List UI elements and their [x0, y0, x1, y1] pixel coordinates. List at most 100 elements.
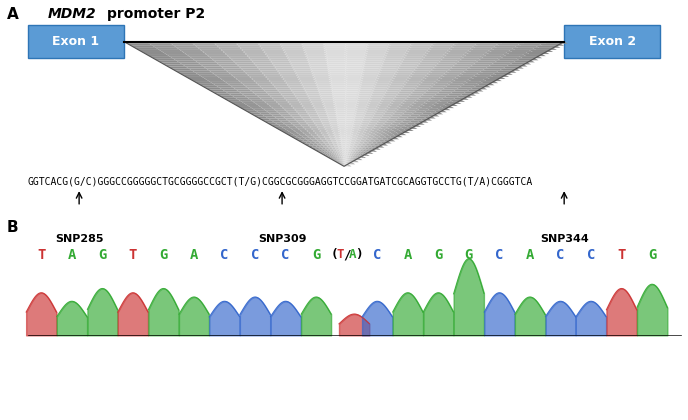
Polygon shape — [458, 85, 477, 87]
Polygon shape — [278, 42, 303, 44]
Polygon shape — [332, 131, 341, 133]
Polygon shape — [408, 106, 422, 108]
Polygon shape — [315, 139, 324, 142]
Polygon shape — [332, 96, 347, 98]
Polygon shape — [313, 123, 325, 125]
Text: T: T — [336, 248, 344, 261]
Polygon shape — [385, 52, 408, 54]
Polygon shape — [367, 150, 374, 152]
Text: C: C — [251, 248, 259, 262]
Polygon shape — [344, 106, 358, 108]
Polygon shape — [301, 85, 319, 87]
Polygon shape — [348, 162, 353, 164]
Polygon shape — [347, 162, 352, 164]
Polygon shape — [467, 79, 486, 81]
Polygon shape — [241, 68, 261, 71]
Text: A: A — [404, 248, 412, 262]
Polygon shape — [420, 112, 433, 114]
Polygon shape — [356, 150, 363, 152]
Polygon shape — [302, 48, 327, 50]
Polygon shape — [365, 106, 380, 108]
Polygon shape — [352, 121, 364, 123]
Polygon shape — [377, 129, 387, 131]
Polygon shape — [344, 79, 363, 81]
Polygon shape — [290, 89, 307, 92]
Polygon shape — [423, 77, 442, 79]
Polygon shape — [363, 131, 373, 133]
Polygon shape — [344, 60, 367, 62]
Polygon shape — [310, 102, 325, 104]
Polygon shape — [228, 73, 248, 75]
Polygon shape — [341, 162, 345, 164]
Polygon shape — [480, 81, 498, 83]
Polygon shape — [343, 162, 347, 164]
Polygon shape — [285, 110, 298, 112]
Polygon shape — [344, 114, 357, 116]
Polygon shape — [374, 81, 393, 83]
Polygon shape — [358, 156, 364, 158]
Polygon shape — [367, 102, 382, 104]
Polygon shape — [421, 104, 436, 106]
Polygon shape — [332, 144, 340, 145]
Polygon shape — [366, 42, 391, 44]
Polygon shape — [348, 142, 356, 144]
Polygon shape — [250, 60, 273, 62]
Polygon shape — [318, 116, 330, 118]
Polygon shape — [282, 116, 295, 118]
Polygon shape — [352, 125, 363, 127]
Polygon shape — [282, 108, 297, 110]
Polygon shape — [325, 131, 335, 133]
Polygon shape — [469, 87, 487, 89]
Polygon shape — [384, 142, 391, 144]
Polygon shape — [380, 64, 402, 66]
Text: C: C — [557, 248, 565, 262]
Polygon shape — [314, 110, 328, 112]
Polygon shape — [303, 144, 312, 145]
Polygon shape — [400, 60, 422, 62]
Polygon shape — [322, 135, 331, 137]
Polygon shape — [454, 62, 476, 64]
Polygon shape — [289, 62, 311, 64]
Polygon shape — [414, 100, 430, 102]
Polygon shape — [309, 100, 324, 102]
Polygon shape — [407, 48, 431, 50]
Polygon shape — [495, 44, 521, 46]
Polygon shape — [368, 139, 376, 142]
Polygon shape — [353, 154, 358, 156]
Polygon shape — [408, 114, 421, 116]
Polygon shape — [189, 56, 211, 58]
Polygon shape — [332, 100, 347, 102]
Polygon shape — [344, 123, 356, 125]
Polygon shape — [379, 100, 395, 102]
Polygon shape — [416, 108, 430, 110]
Polygon shape — [292, 94, 309, 96]
Polygon shape — [357, 94, 374, 96]
Polygon shape — [343, 162, 347, 164]
Polygon shape — [335, 156, 341, 158]
Polygon shape — [138, 50, 163, 52]
Polygon shape — [288, 60, 310, 62]
Polygon shape — [243, 71, 264, 73]
Polygon shape — [305, 94, 322, 96]
Polygon shape — [201, 85, 219, 87]
Polygon shape — [215, 62, 237, 64]
Polygon shape — [438, 100, 453, 102]
Polygon shape — [372, 127, 383, 129]
Polygon shape — [330, 89, 347, 92]
Polygon shape — [311, 129, 321, 131]
Polygon shape — [387, 139, 396, 142]
Polygon shape — [328, 75, 347, 77]
Polygon shape — [208, 89, 226, 92]
Polygon shape — [325, 56, 347, 58]
Polygon shape — [355, 145, 363, 147]
Polygon shape — [414, 66, 436, 68]
Polygon shape — [233, 77, 253, 79]
Polygon shape — [289, 135, 298, 137]
Polygon shape — [407, 77, 427, 79]
Polygon shape — [265, 92, 281, 94]
Polygon shape — [542, 42, 568, 44]
Polygon shape — [252, 108, 266, 110]
Polygon shape — [369, 118, 381, 121]
Polygon shape — [320, 121, 332, 123]
Polygon shape — [372, 135, 380, 137]
